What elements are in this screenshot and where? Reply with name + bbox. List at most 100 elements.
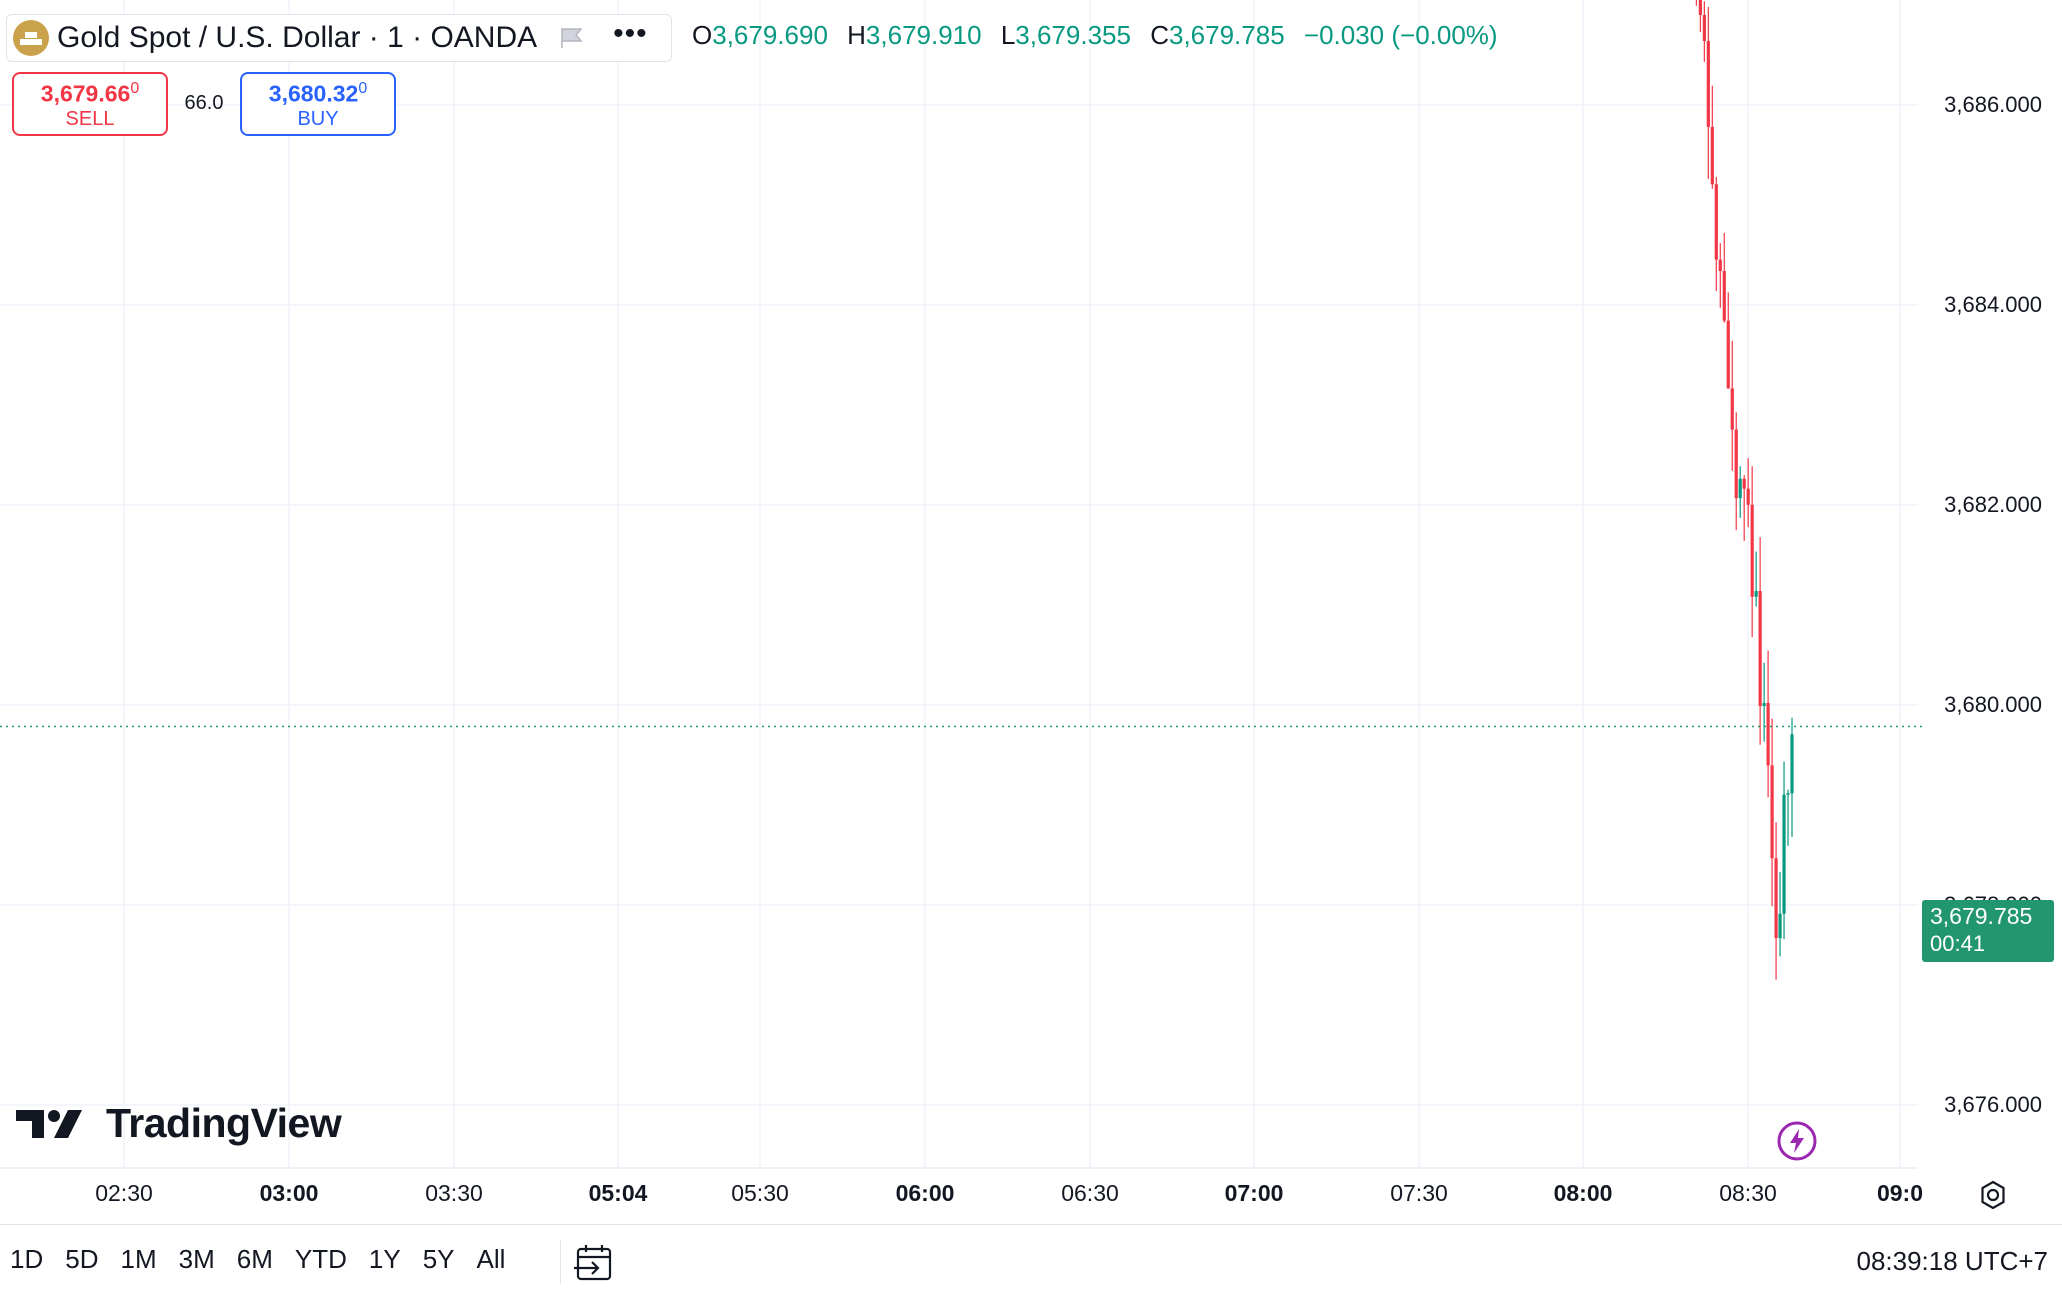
close-value: 3,679.785 (1168, 20, 1285, 50)
candle-body (1742, 478, 1746, 489)
sell-price: 3,679.660 (14, 80, 166, 108)
buy-price: 3,680.320 (242, 80, 394, 108)
time-tick-label: 05:30 (731, 1180, 789, 1206)
candle-body (1766, 702, 1770, 766)
goto-date-icon[interactable] (574, 1242, 616, 1284)
candle-body (1746, 488, 1750, 505)
flag-icon[interactable] (559, 27, 587, 49)
close-label: C (1150, 20, 1169, 50)
clock[interactable]: 08:39:18 UTC+7 (1856, 1246, 2048, 1276)
time-tick-label: 07:00 (1224, 1180, 1284, 1206)
gold-coin-icon (13, 20, 49, 56)
candle-body (1754, 591, 1758, 597)
buy-price-main: 3,680.32 (268, 80, 359, 107)
candle-body (1718, 259, 1722, 272)
candle (1766, 650, 1770, 798)
time-tick-label: 03:30 (425, 1180, 483, 1206)
candle (1770, 718, 1774, 907)
candle-body (1698, 0, 1702, 15)
candle-body (1762, 702, 1766, 706)
time-tick-label: 09:0 (1876, 1180, 1924, 1206)
price-tick-label: 3,686.000 (1944, 92, 2042, 117)
range-button-5d[interactable]: 5D (65, 1244, 99, 1274)
candle (1782, 761, 1786, 940)
time-tick-label: 02:30 (95, 1180, 153, 1206)
range-button-ytd[interactable]: YTD (294, 1244, 347, 1274)
ohlc-legend: O3,679.690 H3,679.910 L3,679.355 C3,679.… (692, 20, 1498, 51)
candle (1754, 551, 1758, 607)
candle (1695, 0, 1697, 6)
candle (1734, 412, 1738, 531)
range-button-all[interactable]: All (476, 1244, 506, 1274)
last-price-tag: 3,679.785 00:41 (1922, 900, 2054, 962)
candle (1750, 466, 1754, 638)
sell-label: SELL (65, 107, 115, 130)
time-tick-label: 06:00 (895, 1180, 955, 1206)
watermark-text: TradingView (106, 1100, 342, 1146)
candle (1790, 717, 1794, 837)
range-selector[interactable]: 1D 5D 1M 3M 6M YTD 1Y 5Y All (10, 1244, 527, 1275)
buy-button[interactable]: 3,680.320 BUY (240, 72, 396, 136)
grid-lines (0, 0, 1918, 1169)
candle-body (1702, 14, 1706, 41)
time-tick-label: 05:04 (588, 1180, 648, 1206)
tradingview-watermark[interactable]: TradingView (16, 1100, 342, 1147)
candle (1710, 85, 1714, 189)
candle-body (1722, 271, 1726, 321)
candle-body (1774, 858, 1778, 939)
symbol-title[interactable]: Gold Spot / U.S. Dollar · 1 · OANDA (57, 21, 538, 54)
price-tick-label: 3,676.000 (1944, 1092, 2042, 1117)
price-tick-label: 3,682.000 (1944, 492, 2042, 517)
candle (1698, 0, 1702, 33)
more-icon[interactable]: ••• (613, 17, 648, 50)
time-tick-label: 08:30 (1719, 1180, 1777, 1206)
candles (1695, 0, 1794, 980)
candle-body (1778, 913, 1782, 939)
candle (1722, 232, 1726, 323)
candle (1786, 789, 1790, 846)
candle-body (1730, 388, 1734, 430)
buy-label: BUY (297, 107, 339, 130)
bottom-divider (0, 1224, 2062, 1225)
candle (1746, 458, 1750, 528)
range-button-6m[interactable]: 6M (236, 1244, 273, 1274)
candle-body (1770, 765, 1774, 859)
candle-body (1782, 794, 1786, 914)
candle-body (1790, 734, 1794, 794)
bar-countdown: 00:41 (1930, 931, 1986, 956)
range-button-1d[interactable]: 1D (10, 1244, 44, 1274)
sell-price-main: 3,679.66 (40, 80, 131, 107)
low-label: L (1000, 20, 1016, 50)
toolbar-separator (560, 1240, 561, 1284)
candle (1742, 475, 1746, 541)
candle (1714, 176, 1718, 292)
candle (1762, 662, 1766, 742)
candle (1778, 871, 1782, 957)
candle (1758, 537, 1762, 745)
symbol-header[interactable]: Gold Spot / U.S. Dollar · 1 · OANDA ••• (6, 14, 672, 62)
high-label: H (847, 20, 866, 50)
range-button-3m[interactable]: 3M (178, 1244, 215, 1274)
candle-body (1726, 320, 1730, 389)
candle (1702, 1, 1706, 63)
time-tick-label: 07:30 (1390, 1180, 1448, 1206)
candle-body (1710, 126, 1714, 185)
sell-button[interactable]: 3,679.660 SELL (12, 72, 168, 136)
time-tick-label: 06:30 (1061, 1180, 1119, 1206)
range-button-5y[interactable]: 5Y (422, 1244, 455, 1274)
high-value: 3,679.910 (865, 20, 982, 50)
candle-body (1786, 793, 1790, 795)
lightning-icon[interactable] (1776, 1120, 1818, 1162)
change-value: −0.030 (−0.00%) (1303, 20, 1498, 50)
candle (1718, 243, 1722, 308)
range-button-1m[interactable]: 1M (120, 1244, 157, 1274)
time-tick-label: 03:00 (259, 1180, 319, 1206)
range-button-1y[interactable]: 1Y (368, 1244, 401, 1274)
candle-body (1738, 478, 1742, 499)
candle (1774, 822, 1778, 980)
price-tick-label: 3,680.000 (1944, 692, 2042, 717)
candle-body (1750, 504, 1754, 597)
settings-icon[interactable] (1978, 1180, 2008, 1210)
spread-value: 66.0 (184, 92, 224, 114)
